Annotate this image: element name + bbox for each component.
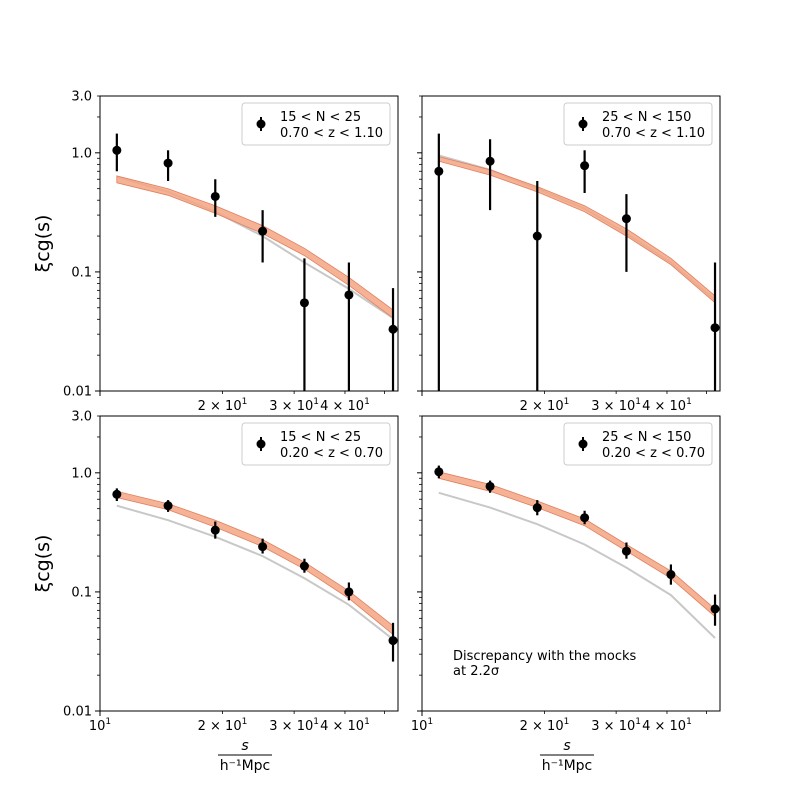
tick-label: 2 × 101 xyxy=(198,717,248,734)
legend-marker xyxy=(256,439,266,449)
legend-box xyxy=(241,422,391,466)
data-point xyxy=(710,604,720,614)
legend-label-n: 25 < N < 150 xyxy=(602,110,691,125)
tick-label: 4 × 101 xyxy=(642,397,692,414)
legend-box xyxy=(241,102,391,146)
legend-label-z: 0.70 < z < 1.10 xyxy=(280,126,383,141)
tick-label: 2 × 101 xyxy=(520,397,570,414)
data-point xyxy=(299,561,309,571)
tick-label: 4 × 101 xyxy=(642,717,692,734)
axes-frame xyxy=(421,415,721,712)
data-point xyxy=(532,231,542,241)
annotation-line2: at 2.2σ xyxy=(453,664,499,679)
y-axis-label: ξcg(s) xyxy=(32,535,54,593)
tick-label: 4 × 101 xyxy=(320,717,370,734)
legend: 15 < N < 250.70 < z < 1.10 xyxy=(241,102,391,146)
annotation-line1: Discrepancy with the mocks xyxy=(453,649,637,664)
axes-frame xyxy=(99,95,399,392)
data-point xyxy=(580,161,590,171)
plot-area xyxy=(434,133,720,391)
model-band xyxy=(116,490,394,636)
plot-area xyxy=(112,488,398,662)
axes-frame xyxy=(99,415,399,712)
model-band xyxy=(438,471,716,618)
mock-line xyxy=(438,154,716,301)
chart-panel-bottom-left: 0.01 0.1 1.0 3.0 101 2 × 101 3 × 101 4 × 101 15 … xyxy=(32,410,399,774)
tick-label: 3 × 101 xyxy=(591,717,641,734)
data-point xyxy=(258,542,268,552)
data-point xyxy=(112,145,122,155)
legend-label-z: 0.20 < z < 0.70 xyxy=(602,446,705,461)
y-axis-label: ξcg(s) xyxy=(32,215,54,273)
tick-label: 2 × 101 xyxy=(520,717,570,734)
data-point xyxy=(485,481,495,491)
tick-label: 0.1 xyxy=(71,585,92,600)
legend-label-n: 15 < N < 25 xyxy=(280,430,361,445)
tick-label: 3 × 101 xyxy=(591,397,641,414)
tick-label: 0.01 xyxy=(63,705,92,720)
data-point xyxy=(434,166,444,176)
tick-label: 1.0 xyxy=(71,146,92,161)
legend: 15 < N < 250.20 < z < 0.70 xyxy=(241,422,391,466)
legend-label-z: 0.20 < z < 0.70 xyxy=(280,446,383,461)
legend-label-n: 25 < N < 150 xyxy=(602,430,691,445)
x-axis-label: s h⁻¹Mpc xyxy=(218,738,272,774)
tick-label: 101 xyxy=(89,717,111,734)
x-axis-label-denominator: h⁻¹Mpc xyxy=(220,758,271,774)
tick-label: 3 × 101 xyxy=(269,397,319,414)
tick-label: 2 × 101 xyxy=(198,397,248,414)
x-axis-label: s h⁻¹Mpc xyxy=(540,738,594,774)
tick-label: 4 × 101 xyxy=(320,397,370,414)
data-point xyxy=(210,191,220,201)
data-point xyxy=(485,156,495,166)
tick-label: 101 xyxy=(411,717,433,734)
data-point xyxy=(710,323,720,333)
legend-marker xyxy=(256,119,266,129)
tick-label: 0.01 xyxy=(63,385,92,400)
data-point xyxy=(388,324,398,334)
model-band xyxy=(438,156,716,304)
x-axis-label-numerator: s xyxy=(563,738,570,754)
axes-frame xyxy=(421,95,721,392)
data-point xyxy=(666,570,676,580)
data-point xyxy=(210,525,220,535)
legend-box xyxy=(563,422,713,466)
data-point xyxy=(163,158,173,168)
data-point xyxy=(112,489,122,499)
legend-box xyxy=(563,102,713,146)
legend-marker xyxy=(578,119,588,129)
x-axis-label-numerator: s xyxy=(241,738,248,754)
chart-panel-bottom-right: 101 2 × 101 3 × 101 4 × 101 25 < N < 1500.20… xyxy=(411,415,721,774)
data-point xyxy=(344,290,354,300)
tick-label: 3.0 xyxy=(71,410,92,425)
x-axis-label-denominator: h⁻¹Mpc xyxy=(542,758,593,774)
plot-area xyxy=(434,465,720,639)
data-point xyxy=(532,503,542,513)
legend-label-n: 15 < N < 25 xyxy=(280,110,361,125)
mock-line xyxy=(116,504,394,641)
tick-label: 0.1 xyxy=(71,265,92,280)
data-point xyxy=(299,298,309,308)
data-point xyxy=(258,226,268,236)
legend-marker xyxy=(578,439,588,449)
data-point xyxy=(344,587,354,597)
mock-line xyxy=(438,491,716,639)
data-point xyxy=(163,501,173,511)
data-point xyxy=(388,636,398,646)
data-point xyxy=(621,546,631,556)
plot-area xyxy=(112,133,398,391)
data-point xyxy=(580,513,590,523)
tick-label: 3 × 101 xyxy=(269,717,319,734)
data-point xyxy=(434,467,444,477)
legend-label-z: 0.70 < z < 1.10 xyxy=(602,126,705,141)
data-point xyxy=(621,214,631,224)
tick-label: 3.0 xyxy=(71,90,92,105)
chart-panel-top-left: 0.01 0.1 1.0 3.0 2 × 101 3 × 101 4 × 101 15 < N… xyxy=(32,90,399,414)
tick-label: 1.0 xyxy=(71,466,92,481)
